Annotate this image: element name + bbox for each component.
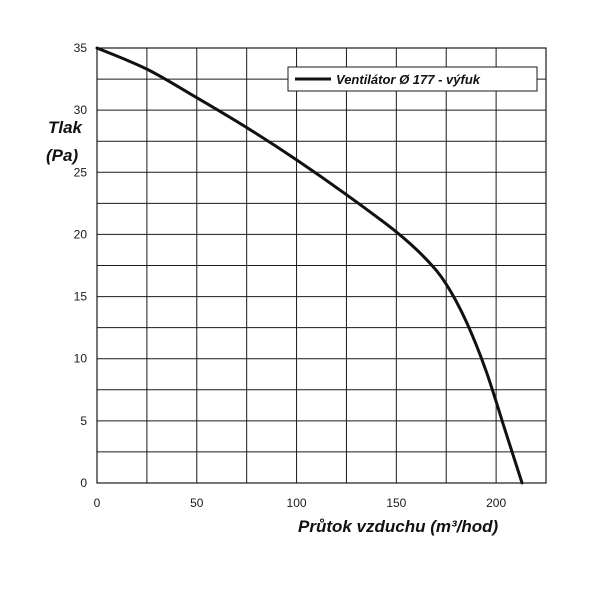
x-axis-title: Průtok vzduchu (m³/hod) (298, 517, 499, 536)
x-tick-labels: 0 50 100 150 200 (94, 496, 507, 510)
series-lines (95, 46, 524, 485)
plot-frame (96, 47, 547, 484)
y-tick-label: 15 (74, 290, 88, 304)
y-axis-title-line1: Tlak (48, 118, 84, 137)
y-tick-label: 30 (74, 103, 88, 117)
x-tick-label: 100 (287, 496, 307, 510)
x-tick-label: 200 (486, 496, 506, 510)
x-tick-label: 0 (94, 496, 101, 510)
legend-entry-label: Ventilátor Ø 177 - výfuk (336, 72, 481, 87)
y-tick-label: 25 (74, 165, 88, 179)
legend: Ventilátor Ø 177 - výfuk (287, 66, 538, 92)
y-tick-label: 5 (80, 414, 87, 428)
y-tick-labels: 0 5 10 15 20 25 30 35 (74, 41, 88, 490)
y-tick-label: 20 (74, 227, 88, 241)
y-tick-label: 35 (74, 41, 88, 55)
series-line (95, 46, 524, 485)
x-tick-label: 150 (386, 496, 406, 510)
x-tick-label: 50 (190, 496, 204, 510)
y-tick-label: 0 (80, 476, 87, 490)
grid (97, 48, 546, 483)
y-axis-title-line2: (Pa) (46, 146, 78, 165)
y-tick-label: 10 (74, 352, 88, 366)
